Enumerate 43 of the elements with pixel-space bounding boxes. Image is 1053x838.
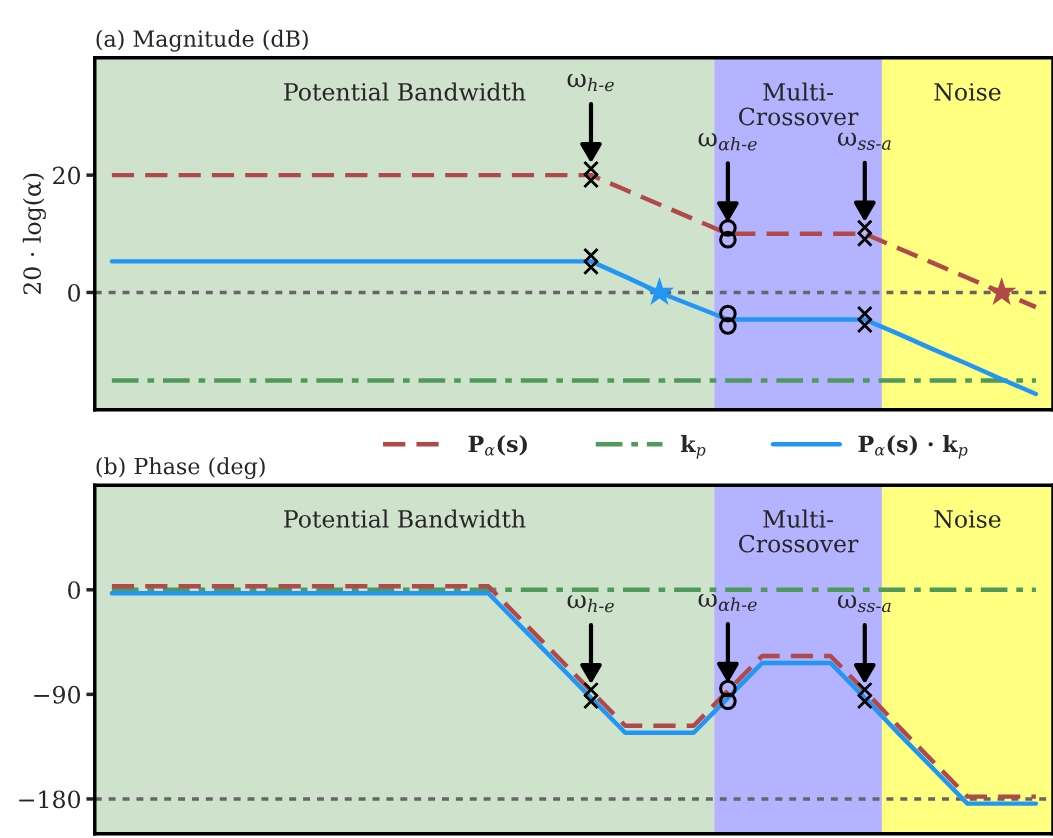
chart-title: (a) Magnitude (dB) [96, 29, 308, 52]
point [583, 259, 599, 276]
point [583, 172, 599, 189]
annotation: Potential Bandwidth [284, 509, 526, 528]
point [856, 219, 873, 236]
y-tick-label: −180 [19, 790, 80, 809]
legend-label: P$_{α}$(s) · k$_{p}$ [858, 435, 968, 459]
y-tick-label: 0 [68, 283, 81, 302]
point [719, 304, 737, 323]
line-series [109, 172, 1039, 310]
point [719, 317, 737, 335]
point [719, 230, 737, 249]
line-series [109, 259, 1039, 397]
point [719, 692, 737, 711]
point [583, 681, 599, 698]
annotation: Noise [934, 510, 1001, 528]
point [856, 305, 873, 322]
point [986, 276, 1017, 306]
point [856, 317, 873, 334]
point [856, 681, 873, 698]
point [856, 231, 873, 248]
annotation: Multi- Crossover [739, 509, 859, 553]
annotation: Multi- Crossover [739, 82, 859, 126]
point [644, 276, 675, 306]
annotation: Potential Bandwidth [284, 82, 526, 101]
y-axis-title: 20 · log(α) [22, 173, 46, 295]
point [583, 160, 599, 177]
y-tick-label: 20 [53, 166, 81, 185]
annotation: ω$_{αh-e}$ [698, 593, 757, 612]
y-tick-label: 0 [68, 581, 81, 600]
annotation: Noise [934, 83, 1001, 101]
point [583, 247, 599, 264]
annotation: ω$_{h-e}$ [567, 74, 614, 92]
annotation: ω$_{h-e}$ [567, 595, 614, 613]
point [856, 693, 873, 710]
point [719, 679, 737, 698]
annotation: ω$_{αh-e}$ [698, 133, 757, 151]
chart-title: (b) Phase (deg) [96, 457, 265, 480]
legend-label: k$_{p}$ [680, 435, 706, 459]
y-tick-label: −90 [34, 685, 81, 704]
legend-label: P$_{α}$(s) [468, 435, 527, 456]
point [583, 693, 599, 710]
point [719, 219, 737, 237]
